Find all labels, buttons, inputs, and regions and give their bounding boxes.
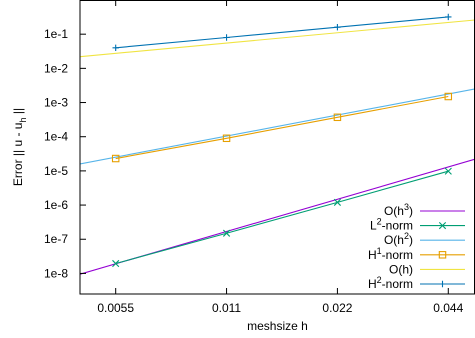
- legend-marker-h-norm: [438, 251, 447, 259]
- series-line-5-h-norm: [115, 16, 449, 49]
- x-tick-label: 0.011: [212, 301, 241, 315]
- plot-frame: [79, 0, 475, 295]
- data-point-3-h-norm: [222, 134, 231, 143]
- series-line-2-o-h: [80, 88, 475, 165]
- data-point-5-h-norm: [112, 44, 119, 51]
- data-point-3-h-norm: [111, 154, 120, 163]
- y-tick-label: 1e-6: [44, 198, 68, 212]
- x-axis-title: meshsize h: [247, 319, 308, 333]
- y-axis: 1e-8 1e-7 1e-6 1e-5 1e-4 1e-3 1e-2 1e-1: [44, 27, 86, 280]
- plot-markers: [111, 13, 453, 268]
- y-tick-label: 1e-7: [44, 232, 68, 246]
- data-point-5-h-norm: [445, 13, 452, 21]
- y-tick-label: 1e-4: [44, 130, 68, 144]
- series-line-4-o-h: [80, 19, 475, 58]
- legend-label-o-h: O(h2): [384, 231, 413, 247]
- y-tick-label: 1e-3: [44, 96, 68, 110]
- legend-label-h-norm: H2-norm: [368, 275, 413, 291]
- x-tick-label: 0.044: [433, 301, 463, 315]
- y-tick-label: 1e-8: [44, 266, 68, 280]
- y-tick-label: 1e-2: [44, 61, 68, 75]
- legend-label-h-norm: H1-norm: [368, 246, 413, 262]
- x-axis: 0.0055 0.011 0.022 0.044: [97, 0, 464, 315]
- y-tick-label: 1e-1: [44, 27, 68, 41]
- data-point-1-l-norm: [222, 229, 231, 237]
- legend-label-o-h: O(h): [389, 262, 413, 276]
- data-point-5-h-norm: [334, 24, 341, 31]
- series-line-1-l-norm: [115, 170, 449, 265]
- x-tick-label: 0.0055: [97, 301, 134, 315]
- data-point-1-l-norm: [444, 167, 452, 175]
- x-tick-label: 0.022: [322, 301, 352, 315]
- legend-marker-h-norm: [439, 280, 446, 288]
- data-point-3-h-norm: [333, 113, 342, 122]
- plot-lines: [80, 16, 475, 275]
- y-axis-title: Error || u - uh ||: [11, 108, 28, 186]
- series-line-3-h-norm: [115, 95, 449, 160]
- legend-label-o-h: O(h3): [384, 202, 413, 218]
- legend-label-l-norm: L2-norm: [370, 217, 413, 233]
- data-point-1-l-norm: [333, 198, 342, 206]
- data-point-3-h-norm: [444, 92, 453, 101]
- data-point-1-l-norm: [112, 259, 120, 268]
- legend-marker-l-norm: [438, 222, 447, 230]
- y-tick-label: 1e-5: [44, 164, 68, 178]
- data-point-5-h-norm: [223, 34, 230, 41]
